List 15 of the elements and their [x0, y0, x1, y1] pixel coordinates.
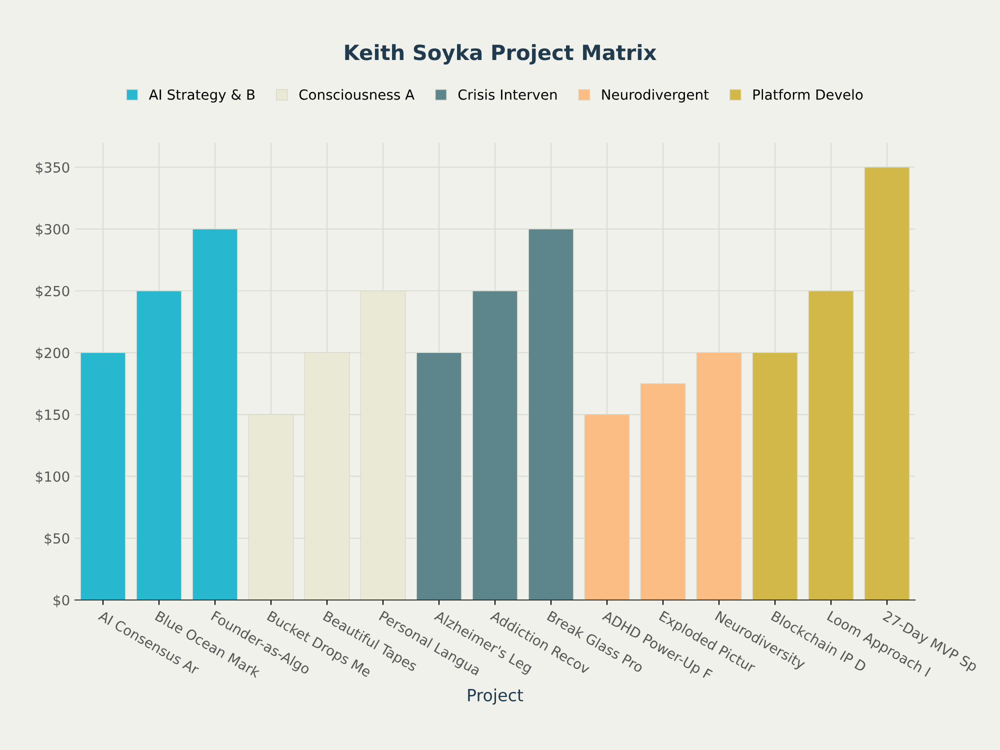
y-tick-label: $150: [36, 409, 70, 422]
y-tick-label: $0: [54, 594, 70, 608]
legend-label: Platform Develo: [753, 89, 863, 100]
legend-label: Neurodivergent: [602, 89, 709, 103]
y-tick-label: $200: [36, 347, 70, 360]
legend-label: Consciousness A: [299, 89, 414, 100]
legend-label: Crisis Interven: [458, 89, 557, 100]
y-tick-label: $350: [36, 162, 70, 175]
x-axis-title: Project: [468, 688, 524, 705]
legend-label: AI Strategy & B: [148, 89, 255, 103]
y-tick-label: $50: [44, 532, 70, 546]
y-tick-label: $250: [36, 286, 70, 298]
chart-title: Keith Soyka Project Matrix: [345, 44, 656, 64]
y-tick-label: $300: [36, 224, 70, 236]
y-tick-label: $100: [36, 471, 70, 484]
